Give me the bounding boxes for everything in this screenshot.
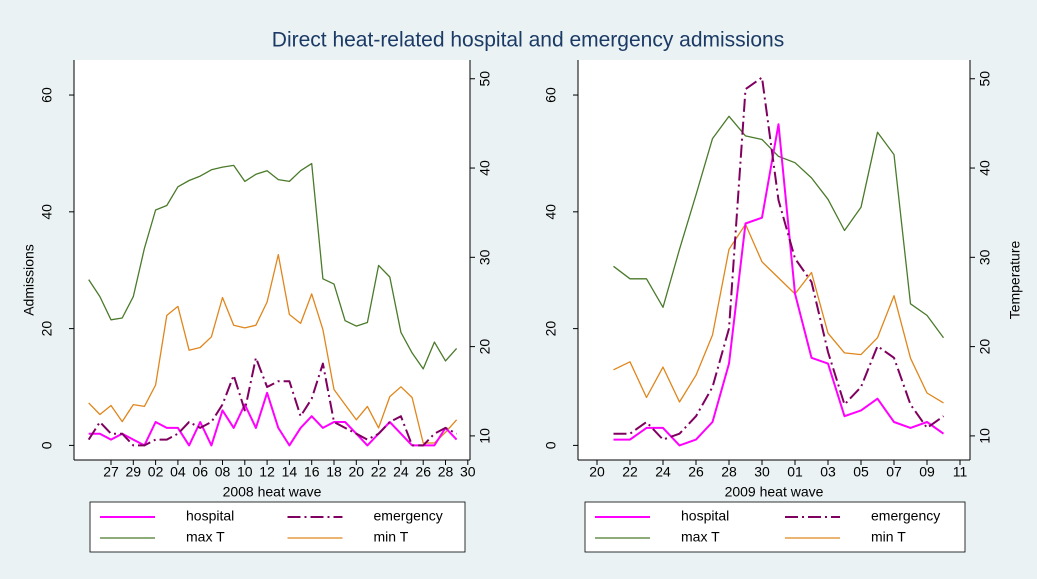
y-tick-label: 60 [39, 87, 55, 103]
y2-tick-label: 20 [477, 339, 493, 355]
x-tick-label: 02 [148, 464, 164, 480]
x-tick-label: 28 [721, 464, 737, 480]
legend-label: max T [186, 529, 225, 545]
y2-tick-label: 40 [477, 160, 493, 176]
x-tick-label: 29 [126, 464, 142, 480]
x-tick-label: 04 [170, 464, 186, 480]
x-axis-title: 2008 heat wave [223, 484, 322, 500]
y2-tick-label: 10 [477, 428, 493, 444]
y2-tick-label: 20 [977, 339, 993, 355]
legend-label: emergency [374, 508, 443, 524]
x-tick-label: 06 [192, 464, 208, 480]
legend-box [584, 501, 966, 553]
x-tick-label: 26 [688, 464, 704, 480]
legend-label: hospital [681, 508, 729, 524]
x-tick-label: 14 [282, 464, 298, 480]
y-tick-label: 20 [39, 321, 55, 337]
y-tick-label: 60 [543, 87, 559, 103]
series-line [613, 123, 945, 447]
y-tick-label: 0 [543, 441, 559, 449]
x-tick-label: 28 [438, 464, 454, 480]
x-tick-label: 30 [460, 464, 476, 480]
x-tick-label: 11 [953, 464, 968, 480]
legend-label: min T [374, 529, 409, 545]
x-tick-label: 22 [622, 464, 638, 480]
x-tick-label: 07 [886, 464, 902, 480]
series-line [88, 253, 458, 444]
y2-tick-label: 50 [477, 71, 493, 87]
y-tick-label: 0 [39, 441, 55, 449]
x-tick-label: 18 [326, 464, 342, 480]
legend-label: emergency [871, 508, 940, 524]
y2-tick-label: 40 [977, 160, 993, 176]
legend-label: max T [681, 529, 720, 545]
y2-tick-label: 10 [977, 428, 993, 444]
y-tick-label: 40 [543, 204, 559, 220]
x-tick-label: 10 [237, 464, 253, 480]
chart-title: Direct heat-related hospital and emergen… [272, 29, 784, 52]
plot-area [578, 60, 970, 460]
x-tick-label: 20 [589, 464, 605, 480]
legend-box [89, 501, 466, 553]
y2-tick-label: 30 [477, 249, 493, 265]
series-line [88, 162, 458, 370]
x-tick-label: 27 [103, 464, 119, 480]
x-tick-label: 22 [371, 464, 387, 480]
series-line [613, 115, 945, 339]
y2-tick-label: 50 [977, 71, 993, 87]
x-tick-label: 24 [393, 464, 409, 480]
x-tick-label: 05 [853, 464, 869, 480]
series-line [87, 356, 458, 447]
series-line [613, 76, 945, 441]
legend-label: min T [871, 529, 906, 545]
series-line [88, 391, 458, 447]
y2-axis-title: Temperature [1007, 240, 1023, 319]
y2-tick-label: 30 [977, 249, 993, 265]
x-tick-label: 08 [215, 464, 231, 480]
x-tick-label: 09 [919, 464, 935, 480]
x-tick-label: 24 [655, 464, 671, 480]
series-line [613, 223, 944, 404]
x-tick-label: 01 [787, 464, 803, 480]
x-axis-title: 2009 heat wave [725, 484, 824, 500]
x-tick-label: 30 [754, 464, 770, 480]
x-tick-label: 26 [415, 464, 431, 480]
x-tick-label: 16 [304, 464, 320, 480]
y-axis-title: Admissions [21, 244, 37, 316]
x-tick-label: 20 [349, 464, 365, 480]
y-tick-label: 40 [39, 204, 55, 220]
x-tick-label: 12 [259, 464, 275, 480]
legend-label: hospital [186, 508, 234, 524]
x-tick-label: 03 [820, 464, 836, 480]
y-tick-label: 20 [543, 321, 559, 337]
plot-area [74, 60, 470, 460]
